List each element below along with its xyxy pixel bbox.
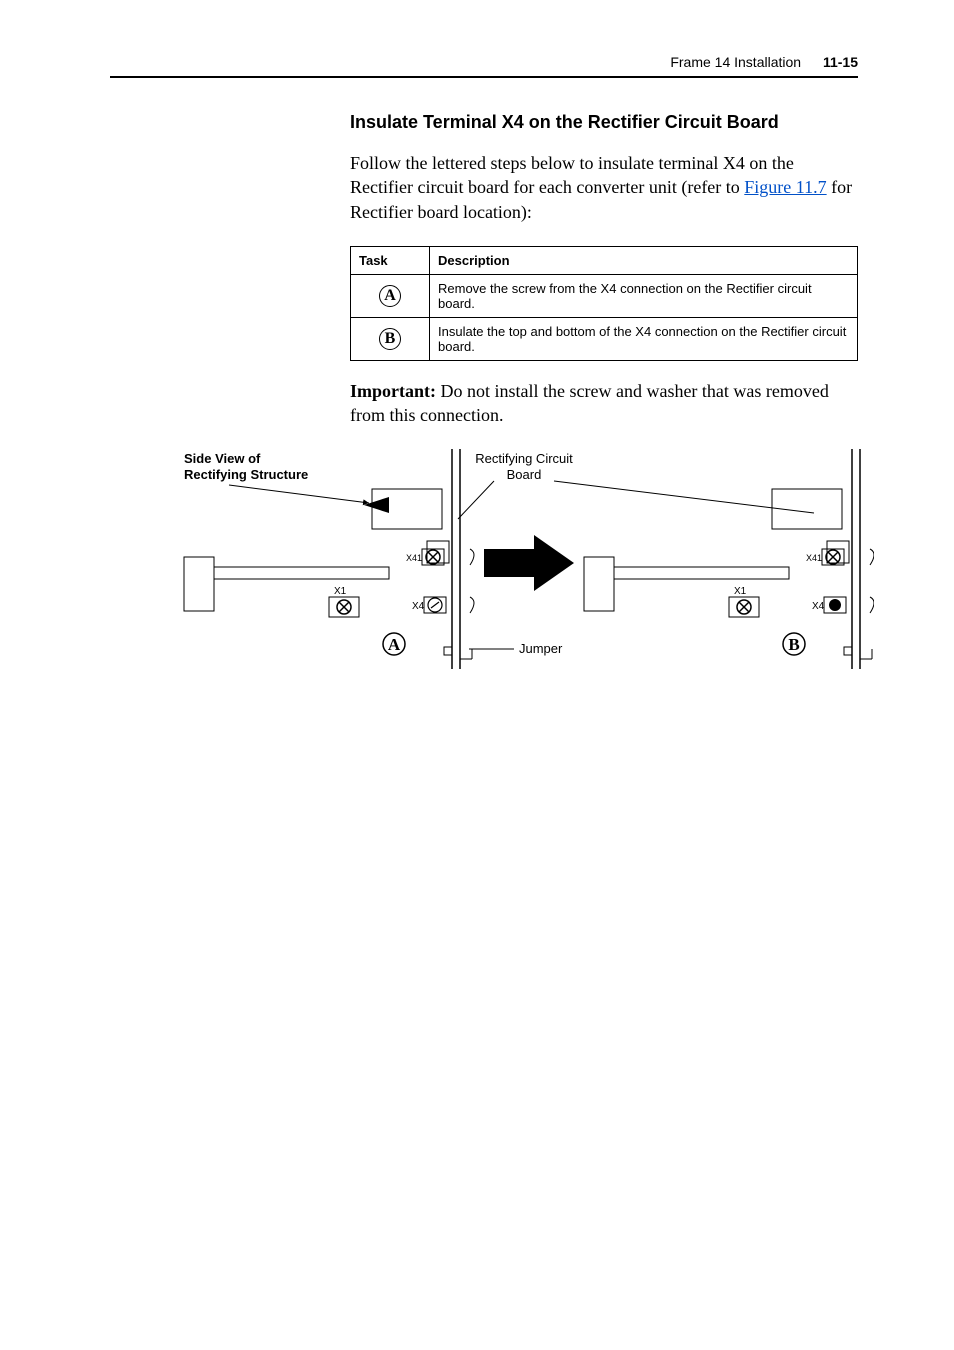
section-title: Insulate Terminal X4 on the Rectifier Ci… xyxy=(350,112,858,133)
label-side-view-l1: Side View of xyxy=(184,451,261,466)
label-jumper: Jumper xyxy=(519,641,563,656)
task-desc: Insulate the top and bottom of the X4 co… xyxy=(430,317,858,360)
table-row: B Insulate the top and bottom of the X4 … xyxy=(351,317,858,360)
svg-text:A: A xyxy=(388,635,401,654)
label-x41-right: X41 xyxy=(806,553,822,563)
label-x1-right: X1 xyxy=(734,586,747,597)
task-letter-a: A xyxy=(379,285,401,307)
table-row: A Remove the screw from the X4 connectio… xyxy=(351,274,858,317)
important-label: Important: xyxy=(350,381,436,401)
table-header-row: Task Description xyxy=(351,246,858,274)
insulated-x4-icon xyxy=(829,599,841,611)
label-side-view-l2: Rectifying Structure xyxy=(184,467,308,482)
table-header-task: Task xyxy=(351,246,430,274)
important-note: Important: Do not install the screw and … xyxy=(350,379,858,428)
label-x41-left: X41 xyxy=(406,553,422,563)
header-section: Frame 14 Installation xyxy=(670,54,801,70)
label-x4-left: X4 xyxy=(412,601,425,612)
label-rcb-l2: Board xyxy=(507,467,542,482)
transition-arrow-icon xyxy=(484,535,574,591)
task-table: Task Description A Remove the screw from… xyxy=(350,246,858,361)
intro-paragraph: Follow the lettered steps below to insul… xyxy=(350,151,858,224)
leader-side-view xyxy=(229,485,369,503)
step-marker-a: A xyxy=(383,633,405,655)
label-x1-left: X1 xyxy=(334,586,347,597)
label-rcb-l1: Rectifying Circuit xyxy=(475,451,573,466)
page-header: Frame 14 Installation 11-15 xyxy=(110,54,858,70)
table-header-description: Description xyxy=(430,246,858,274)
header-page-number: 11-15 xyxy=(823,54,858,70)
figure-ref-link[interactable]: Figure 11.7 xyxy=(744,177,826,197)
task-cell: B xyxy=(351,317,430,360)
intro-text-before: Follow the lettered steps below to insul… xyxy=(350,153,794,197)
step-marker-b: B xyxy=(783,633,805,655)
label-x4-right: X4 xyxy=(812,601,825,612)
task-desc: Remove the screw from the X4 connection … xyxy=(430,274,858,317)
figure-diagram: Side View of Rectifying Structure X1 X41… xyxy=(174,449,858,694)
svg-text:B: B xyxy=(788,635,799,654)
header-rule xyxy=(110,76,858,78)
task-letter-b: B xyxy=(379,328,401,350)
task-cell: A xyxy=(351,274,430,317)
